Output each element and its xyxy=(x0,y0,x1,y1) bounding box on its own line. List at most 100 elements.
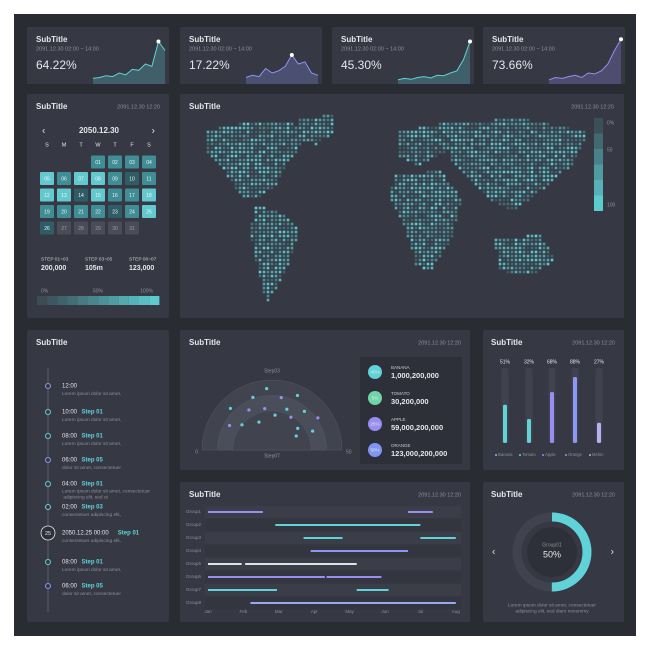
next-button[interactable]: › xyxy=(611,547,614,558)
day[interactable]: 17 xyxy=(129,193,135,199)
map-dot xyxy=(410,222,414,226)
day-cell[interactable] xyxy=(125,188,139,202)
day-cell[interactable] xyxy=(91,172,105,185)
map-dot xyxy=(514,258,518,262)
day-cell[interactable] xyxy=(108,221,122,235)
map-dot xyxy=(226,174,230,178)
day[interactable]: 06 xyxy=(61,176,67,182)
day-cell[interactable] xyxy=(125,205,139,218)
bar xyxy=(503,404,507,443)
day-cell[interactable] xyxy=(142,155,156,169)
next-button[interactable]: › xyxy=(152,126,155,137)
map-dot xyxy=(558,146,562,150)
map-dot xyxy=(558,158,562,162)
map-dot xyxy=(398,142,402,146)
day[interactable]: 24 xyxy=(129,209,135,215)
map-dot xyxy=(426,222,430,226)
map-dot xyxy=(302,138,306,142)
day-cell[interactable] xyxy=(125,221,139,235)
day-cell[interactable] xyxy=(40,172,54,185)
day[interactable]: 16 xyxy=(112,193,118,199)
day-cell[interactable] xyxy=(74,221,88,235)
map-dot xyxy=(278,146,282,150)
map-dot xyxy=(418,174,422,178)
map-dot xyxy=(514,142,518,146)
map-dot xyxy=(502,138,506,142)
day-cell[interactable] xyxy=(40,188,54,202)
map-dot xyxy=(258,262,262,266)
map-dot xyxy=(570,154,574,158)
day-cell[interactable] xyxy=(40,221,54,235)
day-cell[interactable] xyxy=(74,188,88,202)
map-dot xyxy=(506,258,510,262)
map-dot xyxy=(422,258,426,262)
day-cell[interactable] xyxy=(40,205,54,218)
day-cell[interactable] xyxy=(125,155,139,169)
map-dot xyxy=(558,166,562,170)
map-dot xyxy=(530,186,534,190)
day[interactable]: 05 xyxy=(44,176,50,182)
day[interactable]: 30 xyxy=(112,226,118,232)
day[interactable]: 31 xyxy=(129,226,135,232)
day[interactable]: 01 xyxy=(95,160,101,166)
day[interactable]: 29 xyxy=(95,226,101,232)
day-cell[interactable] xyxy=(91,221,105,235)
map-dot xyxy=(446,218,450,222)
day[interactable]: 22 xyxy=(95,209,101,215)
day[interactable]: 21 xyxy=(78,209,84,215)
map-dot xyxy=(226,126,230,130)
day-cell[interactable] xyxy=(108,172,122,185)
day[interactable]: 03 xyxy=(129,160,135,166)
day[interactable]: 12 xyxy=(44,193,50,199)
day-cell[interactable] xyxy=(74,172,88,185)
day[interactable]: 27 xyxy=(61,226,67,232)
day[interactable]: 19 xyxy=(44,209,50,215)
day[interactable]: 10 xyxy=(129,176,135,182)
day-cell[interactable] xyxy=(125,172,139,185)
day-cell[interactable] xyxy=(142,205,156,218)
map-dot xyxy=(418,234,422,238)
day-cell[interactable] xyxy=(108,205,122,218)
map-dot xyxy=(530,234,534,238)
day[interactable]: 15 xyxy=(95,193,101,199)
day[interactable]: 28 xyxy=(78,226,84,232)
day-cell[interactable] xyxy=(57,205,71,218)
day[interactable]: 02 xyxy=(112,160,118,166)
day-cell[interactable] xyxy=(108,155,122,169)
day[interactable]: 04 xyxy=(146,160,152,166)
day-cell[interactable] xyxy=(108,188,122,202)
day[interactable]: 07 xyxy=(78,176,84,182)
day[interactable]: 09 xyxy=(112,176,118,182)
day[interactable]: 18 xyxy=(146,193,152,199)
day[interactable]: 11 xyxy=(146,176,151,182)
day[interactable]: 14 xyxy=(78,193,84,199)
day-cell[interactable] xyxy=(142,172,156,185)
map-dot xyxy=(234,178,238,182)
day[interactable]: 26 xyxy=(44,226,50,232)
legend-segment xyxy=(594,149,603,165)
day-cell[interactable] xyxy=(91,205,105,218)
day-cell[interactable] xyxy=(57,172,71,185)
day-cell[interactable] xyxy=(57,221,71,235)
map-dot xyxy=(470,166,474,170)
day-cell[interactable] xyxy=(91,155,105,169)
day-cell[interactable] xyxy=(74,205,88,218)
map-dot xyxy=(574,154,578,158)
day[interactable]: 23 xyxy=(112,209,118,215)
map-dot xyxy=(414,246,418,250)
day-cell[interactable] xyxy=(142,188,156,202)
day[interactable]: 25 xyxy=(146,209,152,215)
map-dot xyxy=(506,198,510,202)
bar xyxy=(550,392,554,443)
day[interactable]: 20 xyxy=(61,209,67,215)
day[interactable]: 08 xyxy=(95,176,101,182)
day[interactable]: 13 xyxy=(61,193,67,199)
prev-button[interactable]: ‹ xyxy=(492,547,495,558)
day-cell[interactable] xyxy=(57,188,71,202)
timeline-step: Step 01 xyxy=(82,482,104,488)
day-cell[interactable] xyxy=(91,188,105,202)
map-dot xyxy=(306,118,310,122)
map-dot xyxy=(578,130,582,134)
map-dot xyxy=(482,138,486,142)
prev-button[interactable]: ‹ xyxy=(42,126,45,137)
